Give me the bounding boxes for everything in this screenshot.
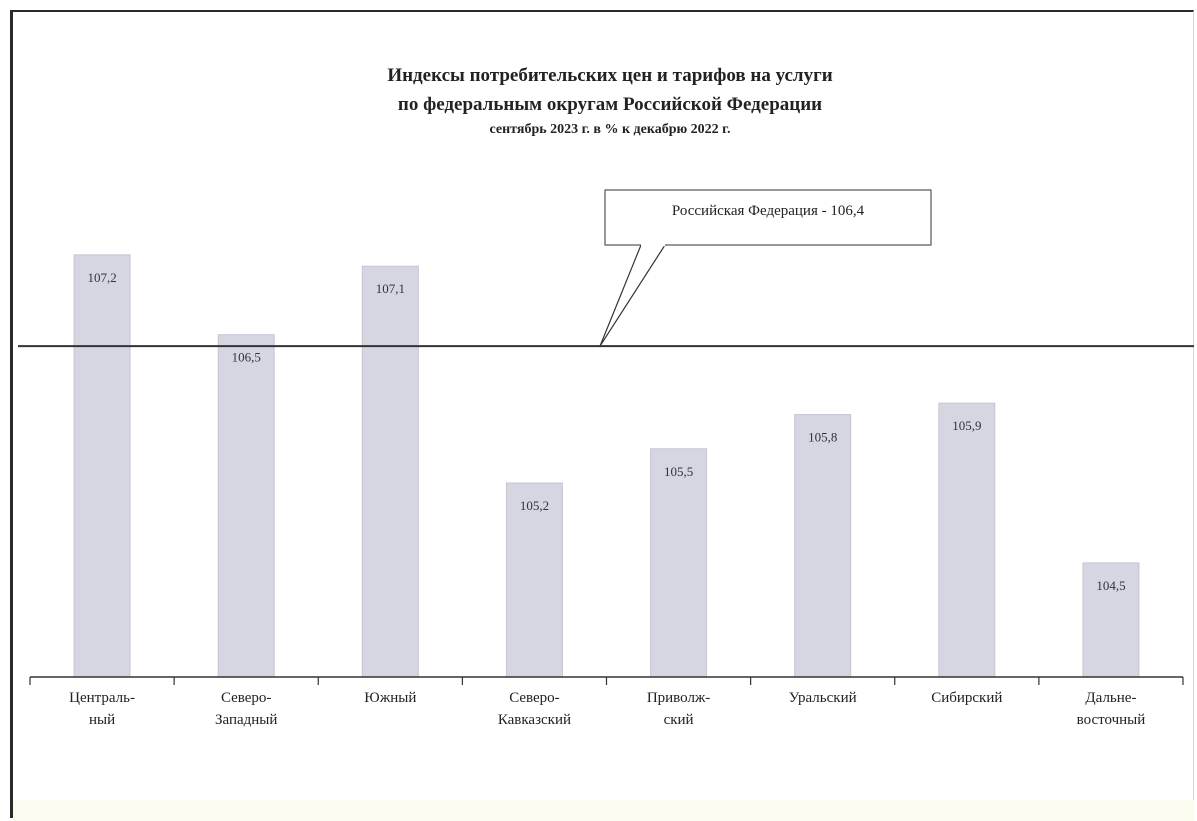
data-label: 105,8 xyxy=(808,430,837,445)
category-label: Кавказский xyxy=(498,712,571,728)
callout-pointer xyxy=(599,244,666,347)
bar xyxy=(794,414,852,678)
bar xyxy=(361,265,419,678)
category-label: Южный xyxy=(364,690,416,706)
category-labels-group: Централь-ный Северо- Западный Южный Северо- К… xyxy=(69,690,1145,728)
callout-box xyxy=(604,189,932,246)
bottom-band xyxy=(13,800,1194,821)
reference-callout: Российская Федерация - 106,4 xyxy=(599,189,932,347)
category-label: Сибирский xyxy=(931,690,1002,706)
chart-title: Индексы потребительских цен и тарифов на… xyxy=(387,65,832,86)
reference-label: Российская Федерация - 106,4 xyxy=(672,203,865,219)
category-label: Западный xyxy=(215,712,277,728)
category-label: ный xyxy=(89,712,115,728)
category-label: Уральский xyxy=(789,690,857,706)
category-label: ский xyxy=(664,712,694,728)
bars-group xyxy=(73,254,1140,678)
data-label: 107,1 xyxy=(376,281,405,296)
data-label: 107,2 xyxy=(87,270,116,285)
x-axis-ticks xyxy=(29,677,1184,685)
category-label: Централь- xyxy=(69,690,135,706)
value-labels-group: 107,2 106,5 107,1 105,2 105,5 105,8 105,9 104,5 xyxy=(87,270,1125,593)
chart-subtitle: по федеральным округам Российской Федера… xyxy=(398,94,822,115)
data-label: 105,9 xyxy=(952,418,981,433)
bar xyxy=(505,482,563,678)
data-label: 105,5 xyxy=(664,464,693,479)
chart-frame xyxy=(10,10,1194,818)
category-label: Северо- xyxy=(509,690,560,706)
data-label: 105,2 xyxy=(520,498,549,513)
chart-period: сентябрь 2023 г. в % к декабрю 2022 г. xyxy=(490,122,731,137)
bar xyxy=(650,448,708,678)
data-label: 106,5 xyxy=(232,350,261,365)
bar xyxy=(217,334,275,678)
category-label: восточный xyxy=(1077,712,1146,728)
bar xyxy=(938,402,996,678)
category-label: Приволж- xyxy=(647,690,711,706)
category-label: Северо- xyxy=(221,690,272,706)
data-label: 104,5 xyxy=(1096,578,1125,593)
bar xyxy=(73,254,131,678)
category-label: Дальне- xyxy=(1085,690,1136,706)
